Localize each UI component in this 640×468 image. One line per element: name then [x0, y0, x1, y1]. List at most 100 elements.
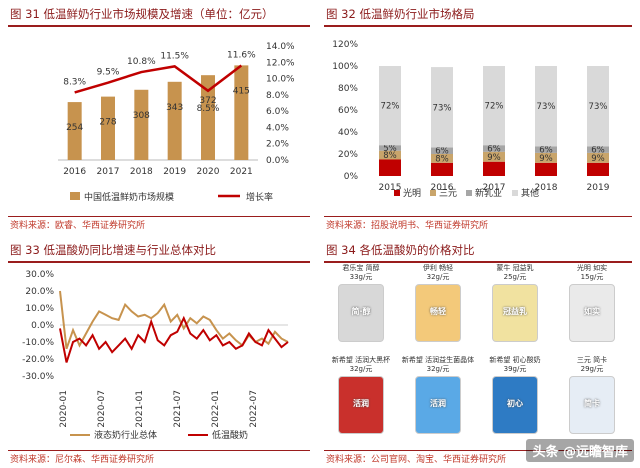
- product-label: 新希望 活润大黑杯: [331, 356, 391, 364]
- segment-label: 9%: [487, 153, 501, 163]
- chart32-title: 图 32 低温鲜奶行业市场格局: [326, 7, 475, 21]
- segment-label: 5%: [383, 144, 397, 154]
- product-label: 君乐宝 简醇: [342, 264, 380, 272]
- product-price: 32g/元: [426, 365, 450, 373]
- stacked-bar-segment: [379, 145, 401, 151]
- product-price: 25g/元: [503, 273, 527, 281]
- product-image: 活润: [338, 376, 384, 434]
- segment-label: 72%: [485, 102, 504, 112]
- x-tick-label: 2018: [130, 167, 153, 177]
- product-card: 新希望 活润益生菌晶体 32g/元活润: [401, 356, 475, 434]
- product-brand-mark: 冠益乳: [503, 307, 527, 316]
- bar: [67, 102, 82, 160]
- y-tick-label: 100%: [332, 62, 358, 72]
- product-image: 畅轻: [415, 284, 461, 342]
- x-tick-label: 2016: [63, 167, 86, 177]
- y-right-tick-label: 4.0%: [266, 123, 289, 133]
- chart31-source-rule: [8, 216, 310, 217]
- x-tick-label: 2019: [163, 167, 186, 177]
- bar-value-label: 372: [199, 96, 216, 106]
- stacked-bar-segment: [483, 145, 505, 152]
- stacked-bar-segment: [431, 154, 453, 163]
- x-tick-label: 2022-07: [249, 390, 259, 428]
- stacked-bar-segment: [587, 66, 609, 147]
- legend-swatch: [466, 190, 472, 196]
- stacked-bar-segment: [431, 147, 453, 154]
- rate-label: 10.8%: [127, 57, 156, 67]
- chart31-svg: 0.0% 2.0% 4.0% 6.0% 8.0% 10.0% 12.0% 14.0% 254 20…: [58, 42, 295, 203]
- y-tick-label: -30.0%: [22, 372, 54, 382]
- segment-label: 72%: [381, 102, 400, 112]
- y-right-tick-label: 14.0%: [266, 42, 295, 52]
- segment-label: 6%: [591, 146, 605, 156]
- segment-label: 73%: [537, 102, 556, 112]
- product-brand-mark: 简·醇: [351, 307, 371, 316]
- stacked-bar-segment: [379, 66, 401, 146]
- product-label: 三元 简卡: [576, 356, 608, 364]
- y-right-tick-label: 10.0%: [266, 75, 295, 85]
- product-price: 39g/元: [503, 365, 527, 373]
- product-card: 三元 简卡 29g/元 简卡: [555, 356, 629, 434]
- stacked-bar-segment: [483, 151, 505, 162]
- stacked-bar-segment: [431, 162, 453, 176]
- rate-label: 8.5%: [197, 104, 220, 114]
- product-label: 新希望 初心酸奶: [489, 356, 541, 364]
- stacked-bar-segment: [535, 146, 557, 153]
- legend-swatch: [512, 190, 518, 196]
- x-tick-label: 2018: [535, 183, 558, 193]
- stacked-bar-segment: [535, 66, 557, 147]
- segment-label: 9%: [591, 154, 605, 164]
- chart33-title-rule: [8, 261, 310, 263]
- segment-label: 6%: [487, 145, 501, 155]
- y-tick-label: 40%: [338, 128, 358, 138]
- bar-value-label: 415: [233, 86, 250, 96]
- legend-label: 中国低温鲜奶市场规模: [84, 191, 174, 203]
- legend-label: 光明: [403, 187, 421, 199]
- y-right-tick-label: 6.0%: [266, 107, 289, 117]
- product-label: 新希望 活润益生菌晶体: [401, 356, 475, 364]
- product-brand-mark: 简卡: [584, 399, 600, 408]
- stacked-bar-segment: [587, 162, 609, 176]
- legend-label: 增长率: [246, 191, 273, 203]
- bar: [201, 75, 215, 160]
- legend-swatch-bar: [70, 192, 80, 200]
- y-tick-label: 120%: [332, 40, 358, 50]
- chart33-source: 资料来源：尼尔森、华西证券研究所: [10, 455, 155, 465]
- x-tick-label: 2021-01: [135, 390, 145, 428]
- legend-label: 其他: [521, 187, 539, 199]
- y-tick-label: 10.0%: [25, 304, 54, 314]
- segment-label: 73%: [589, 102, 608, 112]
- product-card: 新希望 初心酸奶 39g/元 初心: [478, 356, 552, 434]
- chart33-svg: 30.0% 20.0% 10.0% 0.0% -10.0% -20.0% -30.0% 202…: [22, 270, 289, 441]
- product-grid: 君乐宝 简醇 33g/元 简·醇 伊利 畅轻 32g/元 畅轻 蒙牛 冠益乳 25g/元 冠益乳…: [324, 264, 632, 450]
- stacked-bar-segment: [431, 67, 453, 148]
- stacked-bar-segment: [379, 159, 401, 176]
- y-right-tick-label: 2.0%: [266, 140, 289, 150]
- segment-label: 8%: [435, 154, 449, 164]
- y-tick-label: 20%: [338, 150, 358, 160]
- legend-label: 新乳业: [475, 187, 502, 199]
- bar: [234, 65, 249, 160]
- segment-label: 9%: [539, 154, 553, 164]
- chart31-title-rule: [8, 25, 310, 27]
- product-card: 蒙牛 冠益乳 25g/元冠益乳: [478, 264, 552, 342]
- x-tick-label: 2016: [431, 183, 454, 193]
- bar-value-label: 254: [66, 123, 83, 133]
- product-label: 伊利 畅轻: [422, 264, 454, 272]
- bar: [101, 96, 115, 160]
- product-label: 光明 如实: [576, 264, 608, 272]
- bar: [167, 81, 182, 160]
- product-image: 活润: [415, 376, 461, 434]
- product-price: 33g/元: [349, 273, 373, 281]
- stacked-bar-segment: [535, 162, 557, 176]
- chart32-svg: 0%20%40%60%80%100%120%8%5%72%20158%6%73%…: [332, 40, 609, 199]
- rate-label: 9.5%: [97, 68, 120, 78]
- y-tick-label: -10.0%: [22, 338, 54, 348]
- segment-label: 6%: [539, 146, 553, 156]
- chart34-title: 图 34 各低温酸奶的价格对比: [326, 243, 475, 257]
- product-image: 简卡: [569, 376, 615, 434]
- chart34-title-rule: [324, 261, 632, 263]
- product-label: 蒙牛 冠益乳: [496, 264, 534, 272]
- segment-label: 6%: [435, 147, 449, 157]
- chart32-source: 资料来源：招股说明书、华西证券研究所: [326, 221, 489, 231]
